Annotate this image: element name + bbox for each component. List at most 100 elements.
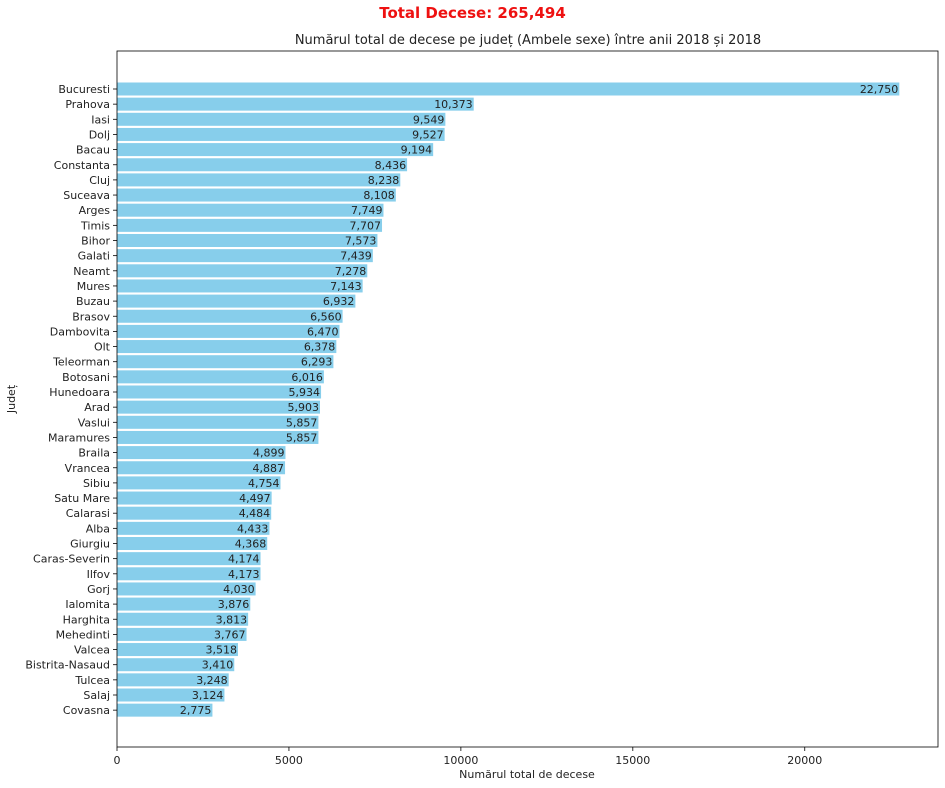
y-tick-label: Calarasi xyxy=(66,507,110,520)
y-tick-label: Satu Mare xyxy=(54,492,110,505)
value-label: 3,767 xyxy=(214,628,246,641)
bar xyxy=(117,218,383,232)
value-label: 3,410 xyxy=(202,659,234,672)
bar xyxy=(117,203,384,217)
bar xyxy=(117,82,900,96)
x-tick-label: 0 xyxy=(114,754,121,767)
y-tick-label: Neamt xyxy=(73,265,110,278)
bar xyxy=(117,127,445,141)
y-tick-label: Alba xyxy=(86,522,110,535)
bar xyxy=(117,430,319,444)
bar xyxy=(117,461,286,475)
y-tick-label: Tulcea xyxy=(74,674,110,687)
x-axis-label: Numărul total de decese xyxy=(459,768,595,781)
y-tick-label: Covasna xyxy=(63,704,110,717)
bar xyxy=(117,627,247,641)
value-label: 9,549 xyxy=(413,113,445,126)
y-tick-label: Arges xyxy=(79,204,111,217)
value-label: 3,813 xyxy=(216,613,248,626)
y-tick-label: Gorj xyxy=(87,583,110,596)
bar xyxy=(117,340,337,354)
bar xyxy=(117,370,324,384)
y-tick-label: Bucuresti xyxy=(58,83,110,96)
y-tick-label: Vrancea xyxy=(65,462,110,475)
value-label: 5,857 xyxy=(286,431,318,444)
y-tick-label: Botosani xyxy=(62,371,110,384)
y-tick-label: Suceava xyxy=(63,189,110,202)
bar xyxy=(117,264,368,278)
value-label: 8,436 xyxy=(375,159,407,172)
y-tick-label: Giurgiu xyxy=(70,538,110,551)
y-tick-label: Dolj xyxy=(89,128,110,141)
value-label: 7,439 xyxy=(340,250,372,263)
value-label: 6,560 xyxy=(310,310,342,323)
bar xyxy=(117,521,270,535)
bar xyxy=(117,112,446,126)
y-tick-label: Mures xyxy=(77,280,111,293)
value-label: 4,754 xyxy=(248,477,280,490)
y-tick-label: Bihor xyxy=(81,235,110,248)
y-tick-label: Constanta xyxy=(54,159,110,172)
y-tick-label: Timis xyxy=(80,219,110,232)
y-tick-label: Bacau xyxy=(76,144,110,157)
value-label: 4,497 xyxy=(239,492,271,505)
y-tick-label: Dambovita xyxy=(50,325,110,338)
value-labels-layer: 22,750 10,373 9,549 9,527 9,194 8,436 8,238 8,1… xyxy=(180,83,898,717)
value-label: 7,573 xyxy=(345,235,377,248)
value-label: 7,278 xyxy=(335,265,367,278)
value-label: 4,899 xyxy=(253,447,285,460)
value-label: 2,775 xyxy=(180,704,212,717)
y-tick-label: Ilfov xyxy=(87,568,111,581)
bar xyxy=(117,582,256,596)
y-tick-label: Ialomita xyxy=(65,598,110,611)
bar xyxy=(117,567,261,581)
value-label: 10,373 xyxy=(434,98,473,111)
y-tick-label: Galati xyxy=(78,250,110,263)
value-label: 7,749 xyxy=(351,204,383,217)
value-label: 3,124 xyxy=(192,689,224,702)
bar xyxy=(117,234,378,247)
value-label: 4,433 xyxy=(237,522,269,535)
y-tick-label: Salaj xyxy=(83,689,110,702)
value-label: 6,016 xyxy=(291,371,323,384)
value-label: 4,484 xyxy=(239,507,271,520)
y-tick-label: Valcea xyxy=(74,644,110,657)
bar xyxy=(117,537,268,550)
y-tick-label: Braila xyxy=(78,447,110,460)
value-label: 5,903 xyxy=(287,401,319,414)
value-label: 6,293 xyxy=(301,356,333,369)
bar xyxy=(117,158,408,172)
bar xyxy=(117,506,272,520)
bar xyxy=(117,249,373,263)
value-label: 5,934 xyxy=(289,386,321,399)
value-label: 7,143 xyxy=(330,280,362,293)
value-label: 3,518 xyxy=(205,644,237,657)
x-tick-label: 15000 xyxy=(615,754,650,767)
bar xyxy=(117,279,363,293)
plot-area-frame xyxy=(116,50,939,748)
y-tick-label: Buzau xyxy=(76,295,110,308)
bar xyxy=(117,294,356,308)
y-tick-label: Harghita xyxy=(63,613,110,626)
value-label: 9,194 xyxy=(401,144,433,157)
bar xyxy=(117,400,320,414)
x-tick-label: 10000 xyxy=(443,754,478,767)
value-label: 8,238 xyxy=(368,174,400,187)
bar xyxy=(117,703,213,717)
y-tick-label: Mehedinti xyxy=(56,628,110,641)
bar xyxy=(117,309,343,323)
bar xyxy=(117,491,272,505)
y-tick-label: Iasi xyxy=(91,113,110,126)
bar xyxy=(117,658,235,672)
y-tick-label: Brasov xyxy=(72,310,110,323)
bar xyxy=(117,643,238,657)
bar xyxy=(117,385,322,399)
bar xyxy=(117,143,434,157)
y-tick-label: Prahova xyxy=(65,98,110,111)
bar xyxy=(117,415,319,429)
y-tick-label: Hunedoara xyxy=(49,386,110,399)
bar xyxy=(117,476,281,490)
y-tick-label: Sibiu xyxy=(83,477,110,490)
